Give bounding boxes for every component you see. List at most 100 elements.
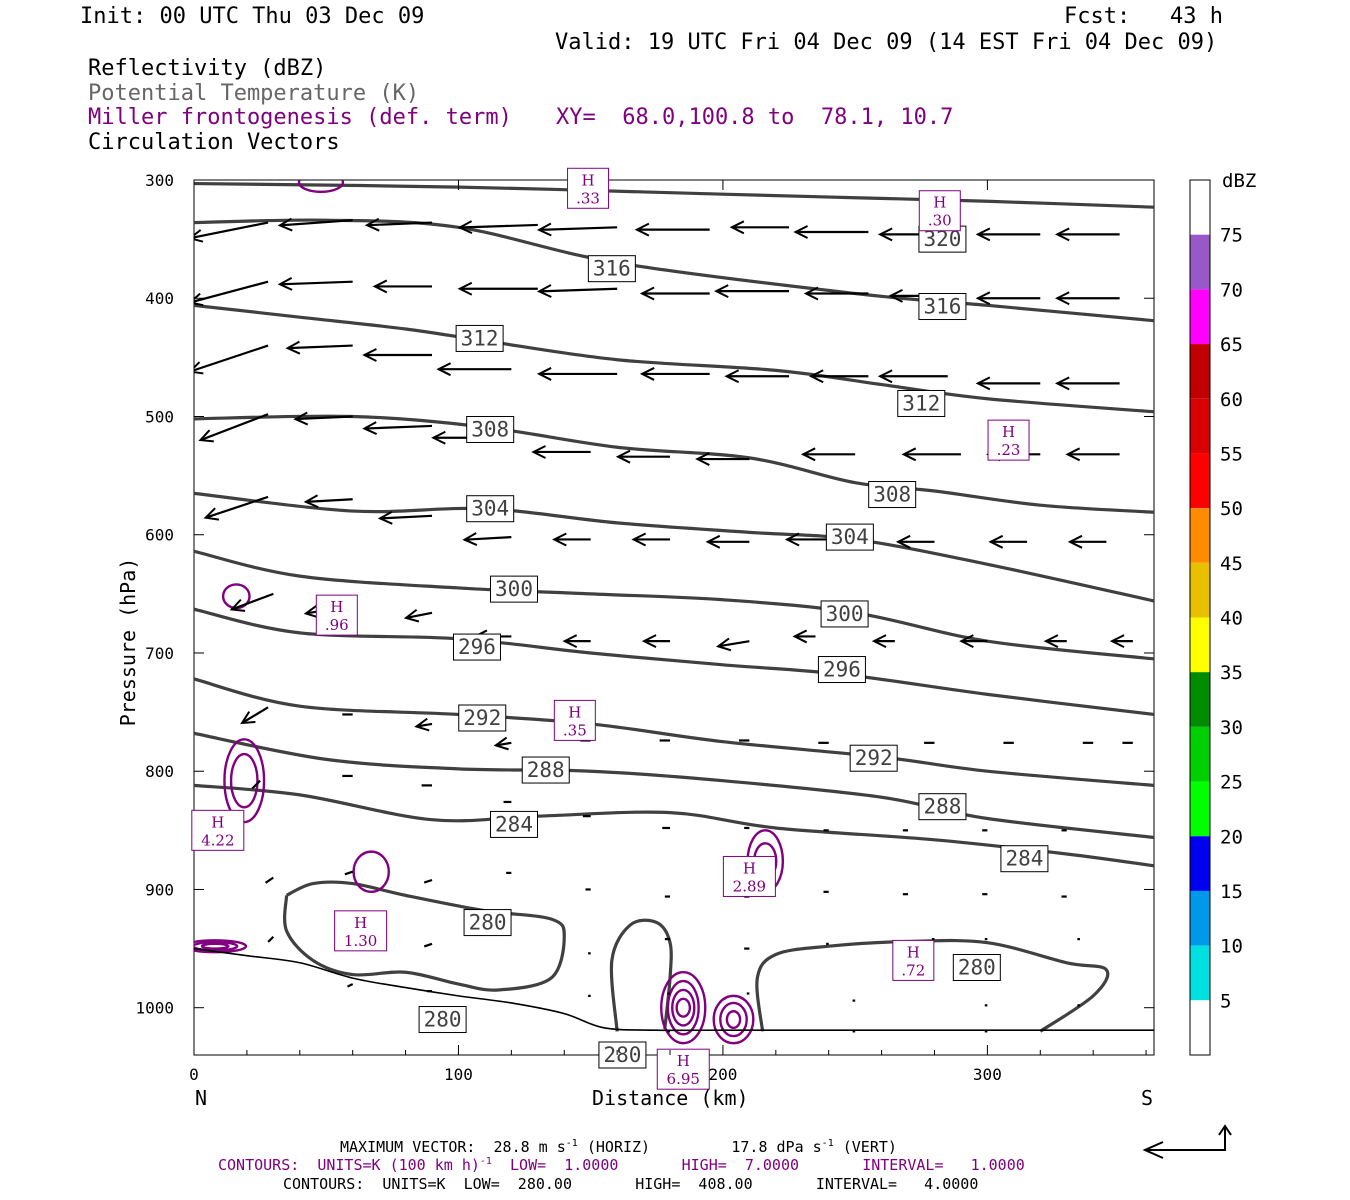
circulation-vector-head (362, 348, 377, 362)
isentrope-label-288: 288 (527, 758, 565, 782)
circulation-vector-head (793, 225, 809, 239)
circulation-vector-head (531, 445, 546, 459)
init-time: Init: 00 UTC Thu 03 Dec 09 (80, 4, 425, 29)
circulation-vector (366, 221, 433, 227)
circulation-vector-head (364, 217, 380, 232)
circulation-vector (717, 640, 750, 648)
colorbar-segment (1190, 890, 1210, 946)
isentrope-label-312: 312 (461, 326, 499, 350)
circulation-vector (194, 280, 269, 303)
colorbar-level-label: 25 (1220, 772, 1243, 794)
isentrope-label-288-box (918, 793, 967, 821)
circulation-vector-head (1065, 447, 1081, 462)
isentrope-label-280-box (952, 954, 1001, 981)
circulation-vector (200, 413, 269, 442)
colorbar-frame (1189, 179, 1211, 1056)
axes: 300 400 500 600 700 800 900 1000 0 100 200 300 (135, 171, 1154, 1084)
frontogenesis-max-box (191, 809, 245, 851)
circulation-vector-head (403, 608, 420, 623)
circulation-vector-head (1109, 634, 1125, 649)
isentrope-label-308-box (466, 415, 515, 443)
x-tick-label: 0 (189, 1065, 199, 1084)
isentrope-label-292: 292 (855, 746, 893, 770)
circulation-vector-head (240, 711, 256, 725)
circulation-vector-head (800, 447, 816, 462)
frontogenesis-contour (712, 994, 755, 1045)
frontogenesis-max-box (553, 699, 596, 741)
frontogenesis-contour (675, 997, 692, 1018)
frontogenesis-contour (229, 752, 259, 809)
circulation-vector-head (562, 634, 578, 649)
isentrope-label-280: 280 (424, 1008, 462, 1032)
colorbar-level-label: 70 (1220, 279, 1243, 301)
frontogenesis-max-box (567, 167, 610, 209)
circulation-vector (539, 226, 618, 231)
frontogenesis-max-label: H (582, 171, 595, 189)
frontogenesis-max-box (918, 190, 961, 232)
isentrope-label-308-box (868, 481, 917, 509)
colorbar-level-label: 75 (1220, 225, 1243, 247)
circulation-vector (231, 592, 274, 611)
colorbar-segment (1190, 453, 1210, 509)
circulation-vector-head (194, 292, 204, 307)
colorbar-level-label: 30 (1220, 717, 1243, 739)
frontogenesis-max-label: H (677, 1052, 690, 1070)
colorbar-level-label: 45 (1220, 553, 1243, 575)
isentrope-label-312-box (455, 324, 504, 352)
circulation-vector (279, 280, 353, 286)
colorbar-segment (1190, 945, 1210, 1001)
circulation-vector-head (634, 222, 650, 237)
isentrope-label-316-box (918, 293, 967, 321)
circulation-vector-head (877, 369, 893, 384)
frontogenesis-max-label: H (354, 914, 367, 932)
isentrope-label-288-box (521, 756, 570, 784)
frontogenesis-contours (194, 180, 785, 1045)
colorbar-segment (1190, 781, 1210, 837)
circulation-vector-head (975, 291, 991, 306)
frontogenesis-maxima: H.33 H.30H.23H.96H.35H4.22H2.89H1.30H.72H… (191, 167, 1030, 1090)
circulation-vector-head (1054, 291, 1070, 306)
isentrope-292 (194, 677, 1154, 787)
colorbar-unit: dBZ (1222, 170, 1257, 192)
circulation-vector-head (536, 367, 552, 381)
circulation-vector-head (431, 430, 446, 445)
colorbar-segment (1190, 508, 1210, 563)
circulation-vector-head (871, 634, 887, 649)
x-left-end-label: N (195, 1086, 208, 1110)
colorbar-segment (1190, 672, 1210, 727)
circulation-vector (405, 611, 433, 620)
isentrope-label-316: 316 (593, 257, 631, 281)
isentrope-label-292-box (458, 704, 507, 732)
circulation-vector-head (714, 284, 729, 299)
circulation-vector (379, 514, 433, 520)
circulation-vector (194, 221, 269, 239)
frontogenesis-max-box (987, 419, 1030, 461)
isentrope-312 (194, 303, 1154, 414)
circulation-vector-head (462, 532, 478, 546)
isentrope-308 (194, 414, 1154, 514)
circulation-vector-head (695, 452, 710, 466)
field-potential-temperature: Potential Temperature (K) (88, 81, 420, 106)
colorbar-segment (1190, 289, 1210, 345)
x-axis-title: Distance (km) (592, 1086, 749, 1110)
reference-vector-icon (1142, 1124, 1232, 1159)
frontogenesis-max-value: .30 (928, 212, 952, 230)
isentrope-label-284-box (1000, 845, 1049, 873)
circulation-vector-head (975, 376, 991, 391)
circulation-vector-head (641, 634, 657, 649)
circulation-vector (364, 424, 433, 430)
frontogenesis-max-box (315, 594, 358, 636)
colorbar-segment (1190, 398, 1210, 454)
circulation-vector-head (277, 276, 293, 291)
circulation-vector-head (457, 220, 473, 235)
circulation-vector-head (536, 284, 552, 298)
colorbar: 5 10 15 20 25 30 35 40 45 50 55 60 65 70 75 (1189, 179, 1243, 1056)
frontogenesis-contour (671, 988, 696, 1027)
y-axis-title: Pressure (hPa) (116, 557, 140, 727)
circulation-vector-head (1054, 227, 1070, 242)
y-tick-label: 700 (145, 644, 174, 663)
frontogenesis-max-value: .33 (576, 189, 600, 207)
isentrope-280-loop (283, 880, 566, 992)
frontogenesis-max-box (334, 910, 388, 952)
isentrope-label-304: 304 (831, 525, 869, 549)
